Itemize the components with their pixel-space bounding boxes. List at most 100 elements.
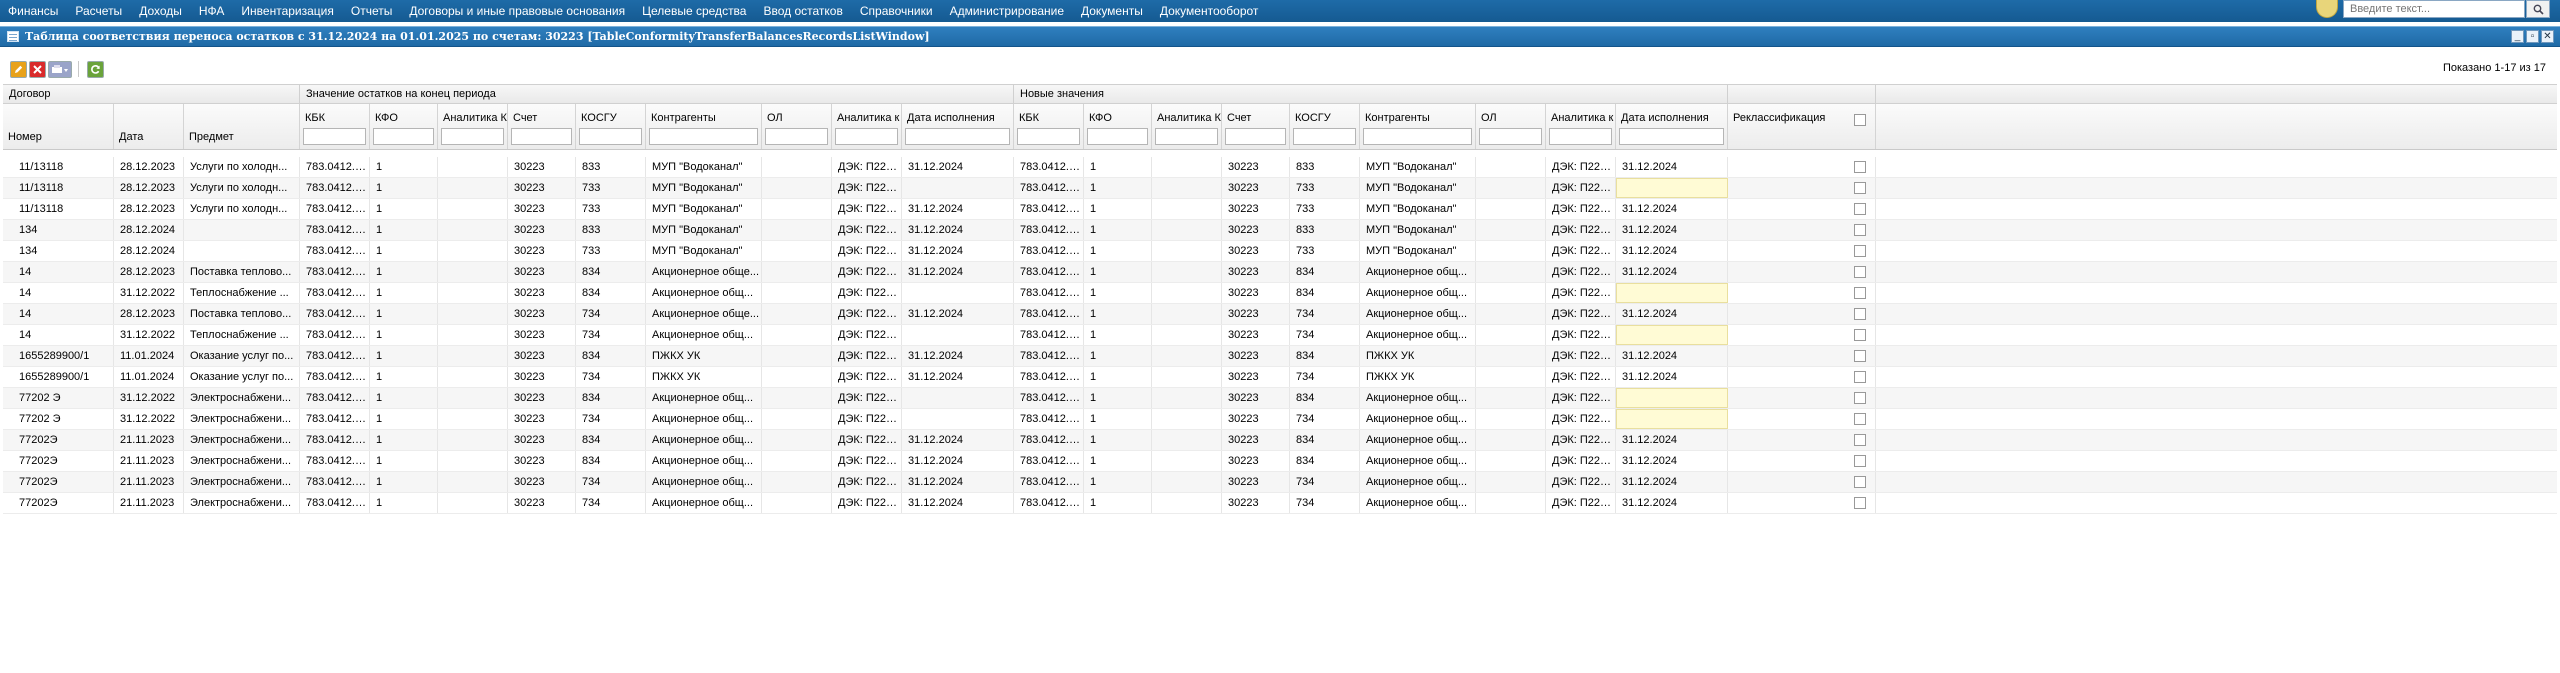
column-header[interactable]: Аналитика КФО: [438, 104, 508, 149]
reclassification-checkbox[interactable]: [1854, 392, 1866, 404]
table-row[interactable]: 77202Э 21.11.2023 Электроснабжени... 783.04…: [3, 430, 2557, 451]
global-search-input[interactable]: [2344, 1, 2524, 17]
reclassification-checkbox[interactable]: [1854, 455, 1866, 467]
table-cell[interactable]: 31.12.2024: [1616, 304, 1728, 324]
minimize-button[interactable]: _: [2511, 30, 2524, 43]
table-row[interactable]: 14 31.12.2022 Теплоснабжение ... 783.0412.2…: [3, 325, 2557, 346]
menu-item[interactable]: Справочники: [859, 4, 933, 18]
column-header[interactable]: ОЛ: [1476, 104, 1546, 149]
reclassification-checkbox[interactable]: [1854, 329, 1866, 341]
table-row[interactable]: 13428.12.2024783.0412.2640102...13022373…: [3, 241, 2557, 262]
menu-item[interactable]: Отчеты: [350, 4, 393, 18]
table-cell[interactable]: 31.12.2024: [1616, 493, 1728, 513]
select-all-checkbox[interactable]: [1854, 114, 1866, 126]
column-filter-input[interactable]: [1549, 128, 1612, 145]
column-header[interactable]: Контрагенты: [646, 104, 762, 149]
table-cell[interactable]: 31.12.2024: [1616, 472, 1728, 492]
column-filter-input[interactable]: [1017, 128, 1080, 145]
table-cell[interactable]: 31.12.2024: [1616, 346, 1728, 366]
column-filter-input[interactable]: [1479, 128, 1542, 145]
table-cell[interactable]: 31.12.2024: [1616, 430, 1728, 450]
table-row[interactable]: 13428.12.2024783.0412.2640102...13022383…: [3, 220, 2557, 241]
reclassification-checkbox[interactable]: [1854, 434, 1866, 446]
table-cell[interactable]: 31.12.2024: [1616, 220, 1728, 240]
column-header[interactable]: Дата исполнения: [902, 104, 1014, 149]
refresh-button[interactable]: [87, 60, 104, 78]
menu-item[interactable]: Расчеты: [75, 4, 123, 18]
table-cell[interactable]: 31.12.2024: [1616, 367, 1728, 387]
table-cell[interactable]: 31.12.2024: [1616, 241, 1728, 261]
maximize-button[interactable]: ▫: [2526, 30, 2539, 43]
reclassification-checkbox[interactable]: [1854, 413, 1866, 425]
column-filter-input[interactable]: [511, 128, 572, 145]
table-cell[interactable]: [1616, 388, 1728, 408]
table-row[interactable]: 14 28.12.2023 Поставка теплово... 783.0412.…: [3, 304, 2557, 325]
column-header[interactable]: ОЛ: [762, 104, 832, 149]
reclassification-checkbox[interactable]: [1854, 161, 1866, 173]
column-header[interactable]: КБК: [1014, 104, 1084, 149]
global-search[interactable]: [2343, 0, 2525, 18]
edit-button[interactable]: [10, 60, 27, 78]
table-cell[interactable]: 31.12.2024: [1616, 199, 1728, 219]
column-header[interactable]: Номер: [3, 104, 114, 149]
column-header[interactable]: КБК: [300, 104, 370, 149]
column-header[interactable]: Счет: [508, 104, 576, 149]
table-row[interactable]: 77202 Э 31.12.2022 Электроснабжени... 783.0…: [3, 409, 2557, 430]
column-header[interactable]: КФО: [1084, 104, 1152, 149]
column-filter-input[interactable]: [1363, 128, 1472, 145]
reclassification-checkbox[interactable]: [1854, 203, 1866, 215]
window-titlebar[interactable]: Таблица соответствия переноса остатков с…: [0, 26, 2560, 47]
column-filter-input[interactable]: [373, 128, 434, 145]
column-header[interactable]: Предмет: [184, 104, 300, 149]
menu-item[interactable]: Документы: [1081, 4, 1143, 18]
menu-item[interactable]: Доходы: [139, 4, 182, 18]
column-header[interactable]: КОСГУ: [576, 104, 646, 149]
table-cell[interactable]: 31.12.2024: [1616, 451, 1728, 471]
column-filter-input[interactable]: [441, 128, 504, 145]
column-header[interactable]: Счет: [1222, 104, 1290, 149]
table-row[interactable]: 1655289900/1 11.01.2024 Оказание услуг по.…: [3, 346, 2557, 367]
column-header[interactable]: Дата исполнения: [1616, 104, 1728, 149]
table-row[interactable]: 77202 Э 31.12.2022 Электроснабжени... 783.0…: [3, 388, 2557, 409]
menu-item[interactable]: Договоры и иные правовые основания: [409, 4, 626, 18]
reclassification-checkbox[interactable]: [1854, 350, 1866, 362]
column-header[interactable]: Аналитика КФО: [1152, 104, 1222, 149]
column-filter-input[interactable]: [1225, 128, 1286, 145]
column-header[interactable]: Аналитика к счету: [832, 104, 902, 149]
delete-button[interactable]: [29, 60, 46, 78]
menu-item[interactable]: Целевые средства: [642, 4, 747, 18]
table-cell[interactable]: 31.12.2024: [1616, 157, 1728, 177]
reclassification-checkbox[interactable]: [1854, 476, 1866, 488]
table-row[interactable]: 11/13118 28.12.2023 Услуги по холодн... 783…: [3, 178, 2557, 199]
column-header[interactable]: Реклассификация: [1728, 104, 1876, 149]
table-cell[interactable]: [1616, 283, 1728, 303]
reclassification-checkbox[interactable]: [1854, 182, 1866, 194]
table-row[interactable]: 11/13118 28.12.2023 Услуги по холодн... 783…: [3, 199, 2557, 220]
reclassification-checkbox[interactable]: [1854, 224, 1866, 236]
column-header[interactable]: КОСГУ: [1290, 104, 1360, 149]
table-row[interactable]: 77202Э 21.11.2023 Электроснабжени... 783.04…: [3, 451, 2557, 472]
reclassification-checkbox[interactable]: [1854, 245, 1866, 257]
table-row[interactable]: 77202Э 21.11.2023 Электроснабжени... 783.04…: [3, 472, 2557, 493]
column-filter-input[interactable]: [579, 128, 642, 145]
table-cell[interactable]: [1616, 325, 1728, 345]
column-filter-input[interactable]: [303, 128, 366, 145]
column-header[interactable]: Аналитика к счету: [1546, 104, 1616, 149]
table-row[interactable]: 1655289900/1 11.01.2024 Оказание услуг по.…: [3, 367, 2557, 388]
column-filter-input[interactable]: [1619, 128, 1724, 145]
column-filter-input[interactable]: [1087, 128, 1148, 145]
column-filter-input[interactable]: [905, 128, 1010, 145]
menu-item[interactable]: Инвентаризация: [241, 4, 334, 18]
close-button[interactable]: ✕: [2541, 30, 2554, 43]
reclassification-checkbox[interactable]: [1854, 371, 1866, 383]
menu-item[interactable]: Администрирование: [949, 4, 1064, 18]
column-filter-input[interactable]: [835, 128, 898, 145]
table-row[interactable]: 77202Э 21.11.2023 Электроснабжени... 783.04…: [3, 493, 2557, 514]
reclassification-checkbox[interactable]: [1854, 497, 1866, 509]
table-cell[interactable]: [1616, 409, 1728, 429]
reclassification-checkbox[interactable]: [1854, 266, 1866, 278]
column-filter-input[interactable]: [1155, 128, 1218, 145]
table-row[interactable]: 11/13118 28.12.2023 Услуги по холодн... 783…: [3, 157, 2557, 178]
column-filter-input[interactable]: [1293, 128, 1356, 145]
reclassification-checkbox[interactable]: [1854, 308, 1866, 320]
